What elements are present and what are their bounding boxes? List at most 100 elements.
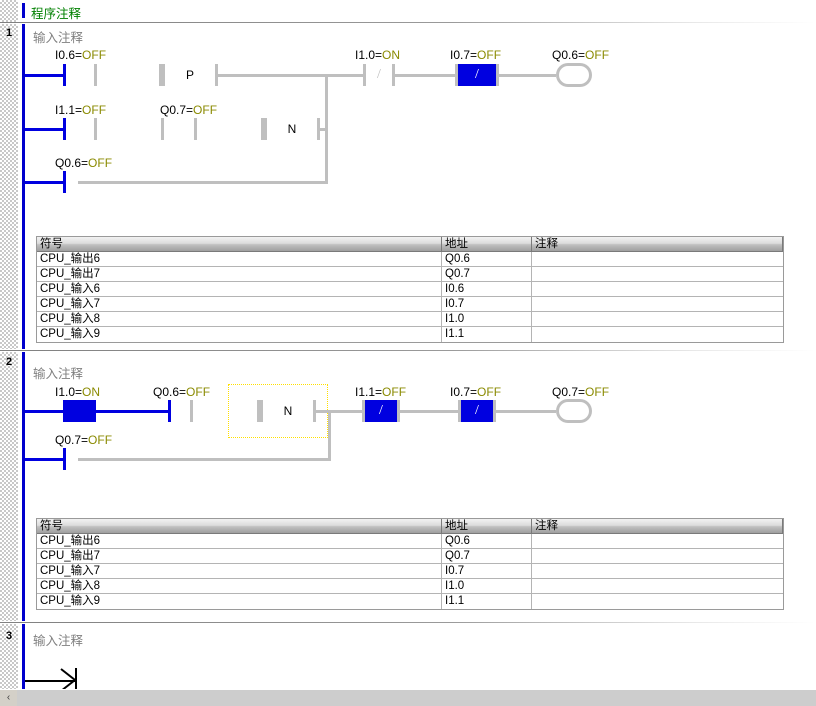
n1-r2-contact-q07[interactable] (194, 118, 264, 140)
n2-r1-contact2-addr: Q0.6= (153, 385, 187, 399)
cell-address: Q0.6 (442, 252, 532, 266)
n1-r2-contact2-value: OFF (193, 103, 218, 117)
table-row[interactable]: CPU_输入9 I1.1 (37, 594, 783, 609)
cell-comment (532, 579, 783, 593)
n1-r1-contact3-value: OFF (477, 48, 502, 62)
contact-nc-slash: / (379, 403, 383, 418)
contact-bar-right (161, 118, 164, 140)
n2-r2-contact1-left-bar (63, 448, 66, 470)
column-header-comment[interactable]: 注释 (532, 237, 783, 251)
cell-address: I0.6 (442, 282, 532, 296)
contact-bar-left (458, 400, 461, 422)
table-header-row: 符号 地址 注释 (37, 519, 783, 534)
table-row[interactable]: CPU_输入6 I0.6 (37, 282, 783, 297)
header-separator (0, 22, 816, 23)
cell-symbol: CPU_输出7 (37, 267, 442, 281)
n2-r1-negative-edge[interactable]: N (260, 400, 316, 422)
table-row[interactable]: CPU_输出6 Q0.6 (37, 534, 783, 549)
table-row[interactable]: CPU_输入9 I1.1 (37, 327, 783, 342)
table-row[interactable]: CPU_输出6 Q0.6 (37, 252, 783, 267)
n1-r2-negative-edge[interactable]: N (264, 118, 320, 140)
contact-bar-right (397, 400, 400, 422)
network-3-comment[interactable]: 输入注释 (33, 634, 84, 648)
network-2-power-rail (22, 352, 25, 621)
n2-r2-contact1-value: OFF (88, 433, 113, 447)
n1-r3-contact1-label: Q0.6=OFF (55, 156, 112, 170)
n2-r1-contact-q06[interactable] (190, 400, 260, 422)
n2-r2-wire-to-branch (78, 458, 331, 461)
cell-address: I1.0 (442, 312, 532, 326)
n1-r1-contact3-addr: I0.7= (450, 48, 478, 62)
network-2-separator (0, 622, 816, 623)
table-row[interactable]: CPU_输出7 Q0.7 (37, 549, 783, 564)
cell-comment (532, 327, 783, 342)
n2-r1-contact3-value: OFF (382, 385, 407, 399)
contact-bar-left (190, 400, 193, 422)
n1-r1-coil-label: Q0.6=OFF (552, 48, 609, 62)
edge-bar-left (264, 118, 267, 140)
n1-r1-contact-i07-nc[interactable]: / (455, 64, 499, 86)
cell-symbol: CPU_输入8 (37, 312, 442, 326)
table-row[interactable]: CPU_输入7 I0.7 (37, 564, 783, 579)
column-header-comment[interactable]: 注释 (532, 519, 783, 533)
contact-nc-slash: / (475, 403, 479, 418)
n2-r1-rail-stub (25, 410, 63, 413)
column-header-symbol[interactable]: 符号 (37, 237, 442, 251)
n2-r1-contact-i11-nc[interactable]: / (362, 400, 400, 422)
n1-r1-contact2-label: I1.0=ON (355, 48, 400, 62)
contact-bar-right (493, 400, 496, 422)
table-row[interactable]: CPU_输入8 I1.0 (37, 312, 783, 327)
network-1-symbol-table: 符号 地址 注释 CPU_输出6 Q0.6 CPU_输出7 Q0.7 CPU_输… (36, 236, 784, 343)
cell-symbol: CPU_输入9 (37, 327, 442, 342)
table-row[interactable]: CPU_输出7 Q0.7 (37, 267, 783, 282)
contact-bar-right (261, 118, 264, 140)
network-2-comment[interactable]: 输入注释 (33, 367, 84, 381)
cell-symbol: CPU_输入8 (37, 579, 442, 593)
n2-r2-contact1-label: Q0.7=OFF (55, 433, 112, 447)
n1-r1-contact-i10-nc[interactable]: / (363, 64, 395, 86)
table-row[interactable]: CPU_输入7 I0.7 (37, 297, 783, 312)
coil-right-arc (574, 63, 592, 87)
cell-address: I1.1 (442, 327, 532, 342)
n1-r3-wire-to-branch (78, 181, 328, 184)
horizontal-scrollbar[interactable]: ‹ (0, 689, 816, 706)
n2-r1-contact-i10[interactable] (63, 400, 96, 422)
n1-r1-contact-i06[interactable] (94, 64, 162, 86)
column-header-address[interactable]: 地址 (442, 519, 532, 533)
edge-bar-left (260, 400, 263, 422)
program-comment-header: 程序注释 (18, 0, 816, 22)
column-header-address[interactable]: 地址 (442, 237, 532, 251)
n1-r2-contact1-value: OFF (82, 103, 107, 117)
n1-r1-coil-q06[interactable] (556, 63, 592, 87)
cell-symbol: CPU_输入6 (37, 282, 442, 296)
n2-r1-coil-q07[interactable] (556, 399, 592, 423)
n1-r3-contact1-left-bar (63, 171, 66, 193)
n2-r1-wire-mid (400, 410, 458, 413)
cell-address: Q0.6 (442, 534, 532, 548)
n1-r3-contact1-addr: Q0.6= (55, 156, 89, 170)
scrollbar-track[interactable] (17, 690, 816, 706)
program-comment-title[interactable]: 程序注释 (31, 7, 82, 21)
n2-r1-coil-label: Q0.7=OFF (552, 385, 609, 399)
n3-cursor-arrow-icon (60, 668, 77, 692)
n1-r2-contact2-addr: Q0.7= (160, 103, 194, 117)
n1-r2-contact-i11[interactable] (94, 118, 164, 140)
n1-r3-rail-stub (25, 181, 63, 184)
n2-r1-contact-i07-nc[interactable]: / (458, 400, 496, 422)
gutter-network-3 (0, 624, 18, 689)
contact-energized-fill (365, 400, 397, 422)
scroll-left-button[interactable]: ‹ (0, 690, 17, 706)
cell-symbol: CPU_输出7 (37, 549, 442, 563)
table-row[interactable]: CPU_输入8 I1.0 (37, 579, 783, 594)
column-header-symbol[interactable]: 符号 (37, 519, 442, 533)
cell-address: I1.1 (442, 594, 532, 609)
n1-r1-positive-edge[interactable]: P (162, 64, 218, 86)
contact-nc-slash: / (475, 67, 479, 82)
n2-r1-contact2-left-bar (168, 400, 171, 422)
contact-bar-right (257, 400, 260, 422)
n2-r1-contact3-label: I1.1=OFF (355, 385, 406, 399)
edge-bar-left (162, 64, 165, 86)
contact-bar-right (496, 64, 499, 86)
network-1-comment[interactable]: 输入注释 (33, 31, 84, 45)
